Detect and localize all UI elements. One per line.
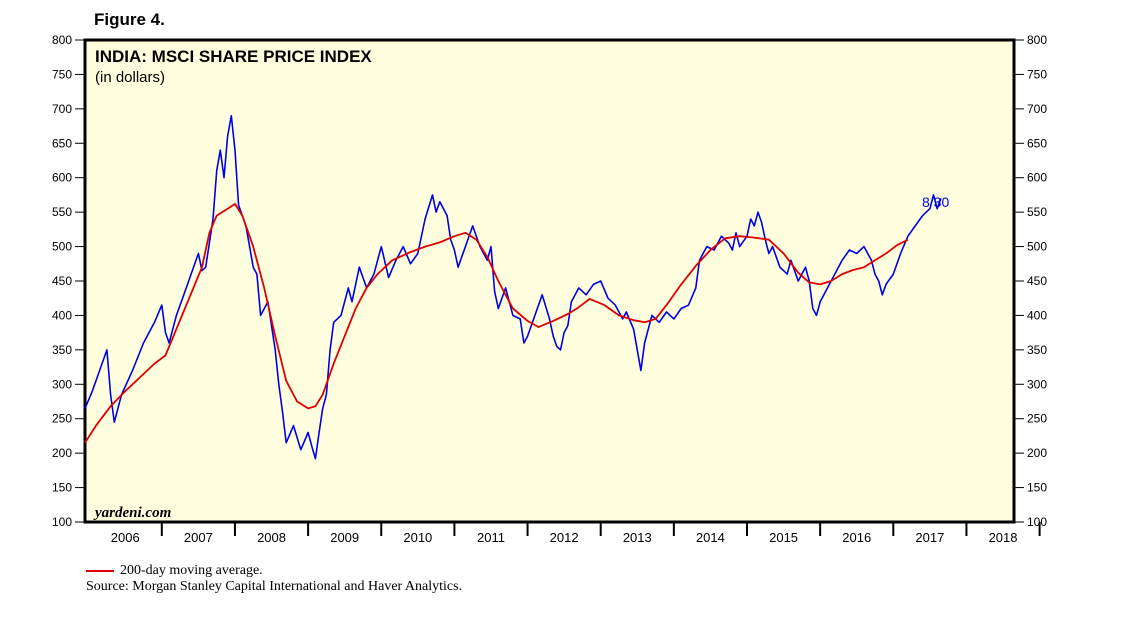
y-tick-label-right: 350 (1027, 343, 1047, 357)
figure-label: Figure 4. (94, 10, 165, 29)
y-tick-label-left: 700 (52, 102, 72, 116)
x-tick-label: 2011 (477, 530, 505, 545)
footnote: 200-day moving average. Source: Morgan S… (86, 562, 462, 595)
y-tick-label-right: 550 (1027, 205, 1047, 219)
legend-line-moving-average (86, 569, 114, 572)
axes: 100 100 150 150 200 200 250 250 300 300 350 350 400 4… (52, 33, 1047, 545)
x-tick-label: 2015 (769, 530, 798, 545)
chart-subtitle: (in dollars) (95, 69, 165, 86)
y-tick-label-left: 200 (52, 446, 72, 460)
y-tick-label-right: 750 (1027, 67, 1047, 81)
moving-average-line (84, 203, 909, 444)
y-tick-label-left: 400 (52, 308, 72, 322)
y-tick-label-right: 100 (1027, 515, 1047, 529)
date-annotation: 8/30 (922, 194, 949, 210)
x-tick-label: 2014 (696, 530, 725, 545)
x-tick-label: 2012 (550, 530, 579, 545)
x-tick-label: 2016 (842, 530, 871, 545)
y-tick-label-left: 300 (52, 377, 72, 391)
y-tick-label-right: 150 (1027, 481, 1047, 495)
y-tick-label-right: 400 (1027, 308, 1047, 322)
legend-label: 200-day moving average. (120, 562, 263, 578)
plot-background (83, 38, 1016, 524)
legend: 200-day moving average. (86, 562, 462, 579)
series-layer (84, 114, 942, 460)
y-tick-label-left: 450 (52, 274, 72, 288)
y-tick-label-left: 800 (52, 33, 72, 47)
x-tick-label: 2018 (989, 530, 1018, 545)
y-tick-label-right: 600 (1027, 171, 1047, 185)
x-tick-label: 2010 (403, 530, 432, 545)
x-tick-label: 2007 (184, 530, 213, 545)
y-tick-label-right: 800 (1027, 33, 1047, 47)
y-tick-label-right: 200 (1027, 446, 1047, 460)
y-tick-label-left: 500 (52, 240, 72, 254)
x-tick-label: 2013 (623, 530, 652, 545)
y-tick-label-left: 350 (52, 343, 72, 357)
y-tick-label-right: 250 (1027, 412, 1047, 426)
y-tick-label-right: 450 (1027, 274, 1047, 288)
chart-title: INDIA: MSCI SHARE PRICE INDEX (95, 47, 372, 66)
y-tick-label-right: 650 (1027, 136, 1047, 150)
y-tick-label-right: 300 (1027, 377, 1047, 391)
y-tick-label-right: 500 (1027, 240, 1047, 254)
x-tick-label: 2017 (915, 530, 944, 545)
y-tick-label-left: 650 (52, 136, 72, 150)
y-tick-label-left: 550 (52, 205, 72, 219)
y-tick-label-left: 250 (52, 412, 72, 426)
source-note: Source: Morgan Stanley Capital Internati… (86, 579, 463, 594)
x-tick-label: 2009 (330, 530, 359, 545)
watermark: yardeni.com (93, 505, 171, 521)
y-tick-label-left: 600 (52, 171, 72, 185)
y-tick-label-right: 700 (1027, 102, 1047, 116)
y-tick-label-left: 150 (52, 481, 72, 495)
y-tick-label-left: 100 (52, 515, 72, 529)
x-tick-label: 2008 (257, 530, 286, 545)
y-tick-label-left: 750 (52, 67, 72, 81)
x-tick-label: 2006 (111, 530, 140, 545)
